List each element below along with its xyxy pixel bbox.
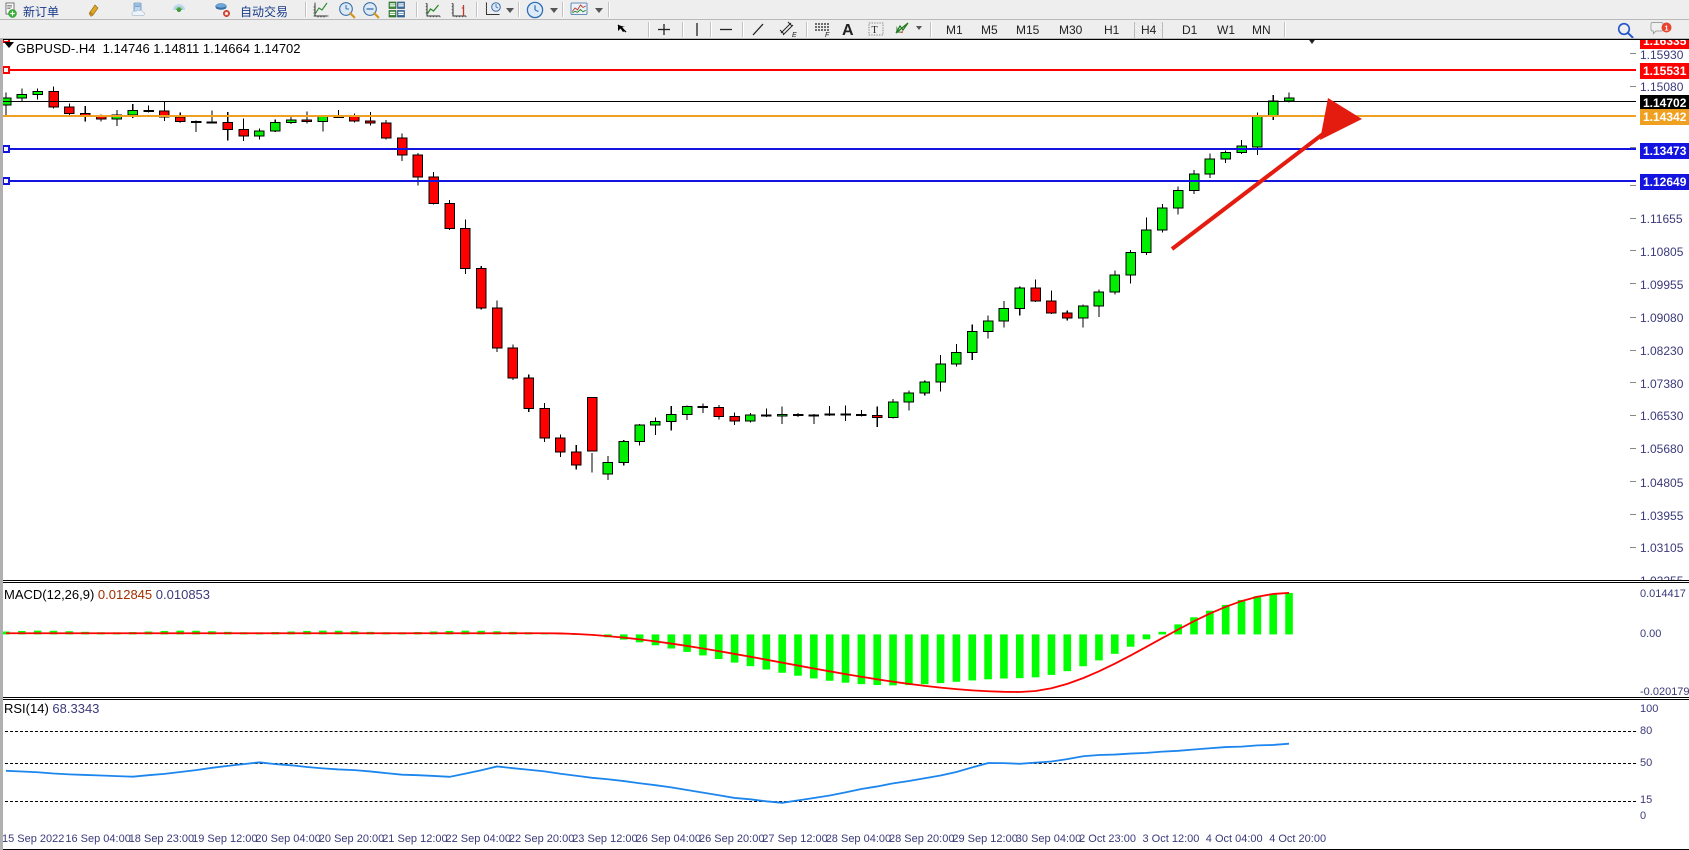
svg-text:F: F: [825, 32, 830, 37]
svg-text:1: 1: [1664, 23, 1668, 32]
svg-text:T: T: [872, 25, 878, 36]
svg-text:E: E: [792, 32, 797, 38]
